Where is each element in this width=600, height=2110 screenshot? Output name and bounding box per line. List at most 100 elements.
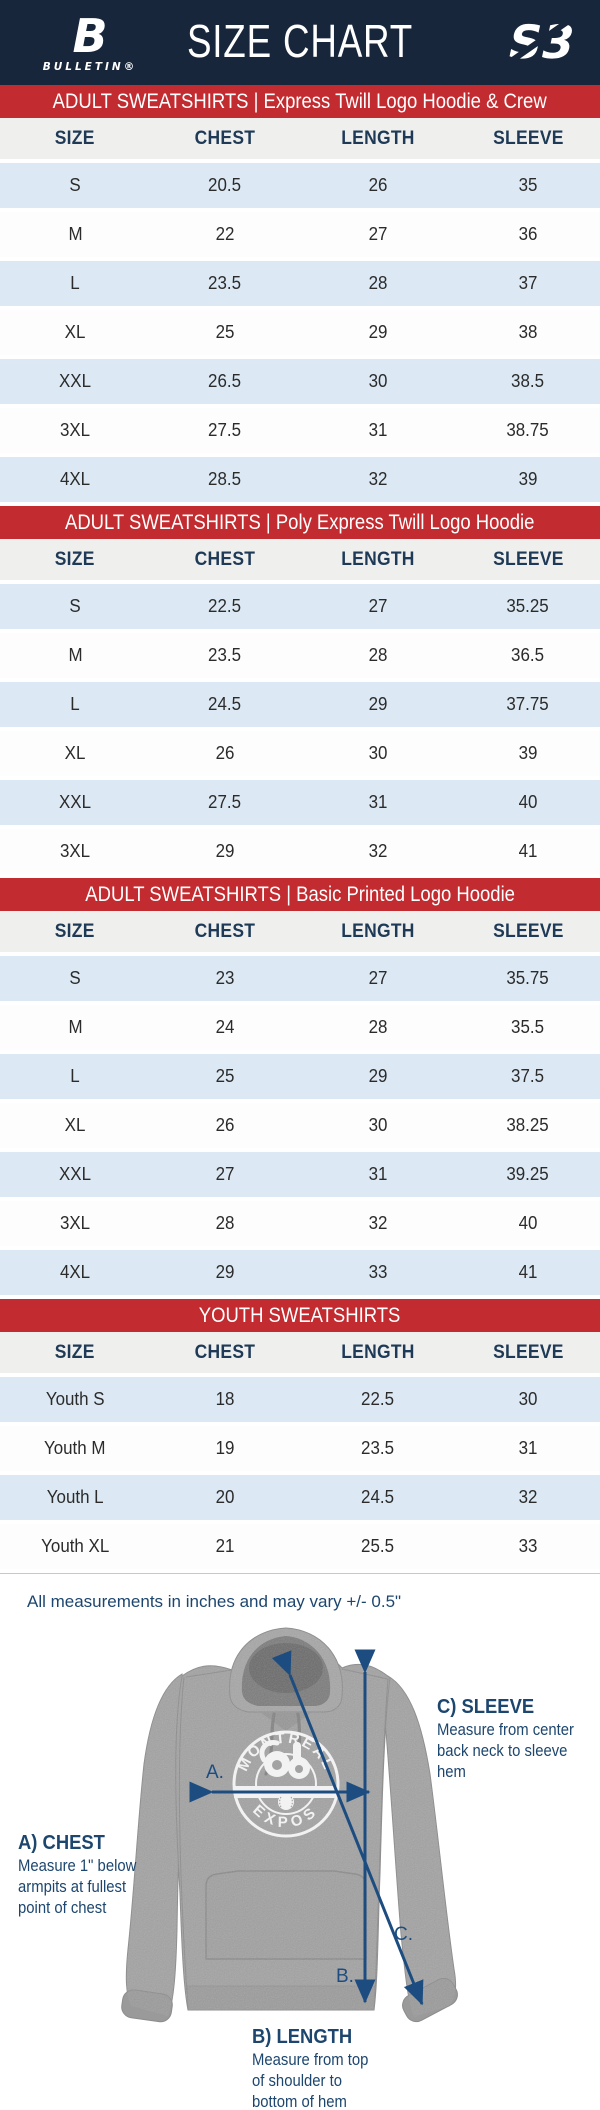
column-header-label: SIZE — [55, 920, 95, 942]
sleeve-cell: 41 — [456, 841, 600, 862]
table-row: XXL 27.5 31 40 — [0, 780, 600, 829]
cell-value: XXL — [59, 1164, 91, 1184]
sleeve-cell: 35.75 — [456, 968, 600, 989]
page-title: SIZE CHART — [186, 15, 414, 67]
column-header-label: SIZE — [55, 127, 95, 149]
chest-cell: 29 — [150, 841, 300, 862]
column-header-chest: CHEST — [150, 921, 300, 943]
sleeve-arrow — [271, 1650, 424, 2006]
size-cell: S — [0, 968, 150, 989]
column-header-size: SIZE — [0, 549, 150, 571]
length-cell: 27 — [300, 224, 456, 245]
chest-label-desc: Measure 1" below armpits at fullest poin… — [18, 1857, 137, 1917]
sleeve-arrow-marker: C. — [394, 1924, 413, 1945]
cell-value: 37 — [518, 273, 538, 293]
column-header-label: SLEEVE — [492, 920, 564, 942]
column-header-label: SLEEVE — [492, 1341, 564, 1363]
cell-value: 35 — [518, 175, 538, 195]
chest-cell: 20.5 — [150, 175, 300, 196]
cell-value: XL — [64, 322, 86, 342]
sleeve-cell: 40 — [456, 792, 600, 813]
size-cell: M — [0, 645, 150, 666]
sleeve-cell: 35.5 — [456, 1017, 600, 1038]
table-header-row: SIZE CHEST LENGTH SLEEVE — [0, 1332, 600, 1377]
column-header-label: SLEEVE — [492, 127, 564, 149]
cell-value: 41 — [518, 841, 538, 861]
sleeve-cell: 33 — [456, 1536, 600, 1557]
column-header-label: LENGTH — [341, 920, 415, 942]
column-header-length: LENGTH — [300, 128, 456, 150]
cell-value: 31 — [368, 792, 388, 812]
cell-value: 23.5 — [361, 1438, 395, 1458]
size-table-adult-express: S 20.5 26 35 M 22 27 36 L 23.5 28 37 XL 25 29 38 XXL 26.5… — [0, 163, 600, 506]
length-cell: 30 — [300, 371, 456, 392]
size-table-adult-basic: S 23 27 35.75 M 24 28 35.5 L 25 29 37.5 XL 26 30 38.25 X… — [0, 956, 600, 1299]
column-header-sleeve: SLEEVE — [456, 549, 600, 571]
column-header-label: CHEST — [194, 548, 256, 570]
size-cell: 4XL — [0, 1262, 150, 1283]
table-row: 3XL 28 32 40 — [0, 1201, 600, 1250]
cell-value: M — [67, 645, 83, 665]
cell-value: 26 — [215, 1115, 235, 1135]
cell-value: 32 — [368, 841, 388, 861]
cell-value: 25 — [215, 322, 235, 342]
chest-cell: 24.5 — [150, 694, 300, 715]
chest-cell: 28.5 — [150, 469, 300, 490]
sleeve-label-desc: Measure from center back neck to sleeve … — [437, 1721, 575, 1781]
size-cell: Youth S — [0, 1389, 150, 1410]
cell-value: 19 — [215, 1438, 235, 1458]
table-row: M 23.5 28 36.5 — [0, 633, 600, 682]
cell-value: Youth M — [44, 1438, 106, 1458]
cell-value: 24.5 — [208, 694, 242, 714]
cell-value: 25.5 — [361, 1536, 395, 1556]
column-header-label: CHEST — [194, 127, 256, 149]
column-header-label: CHEST — [194, 1341, 256, 1363]
cell-value: 26.5 — [208, 371, 242, 391]
length-cell: 29 — [300, 1066, 456, 1087]
chest-label-title: A) CHEST — [18, 1832, 105, 1854]
length-cell: 31 — [300, 420, 456, 441]
cell-value: L — [70, 1066, 80, 1086]
chest-cell: 27.5 — [150, 420, 300, 441]
sleeve-cell: 39 — [456, 743, 600, 764]
column-header-size: SIZE — [0, 1342, 150, 1364]
bulletin-b-letter: B — [72, 9, 107, 63]
cell-value: S — [69, 968, 81, 988]
chest-cell: 27 — [150, 1164, 300, 1185]
cell-value: 28 — [368, 273, 388, 293]
cell-value: 27.5 — [208, 792, 242, 812]
table-row: XXL 26.5 30 38.5 — [0, 359, 600, 408]
length-label-block: B) LENGTH Measure from top of shoulder t… — [252, 2024, 387, 2110]
chest-cell: 28 — [150, 1213, 300, 1234]
cell-value: 22 — [215, 224, 235, 244]
cell-value: 22.5 — [208, 596, 242, 616]
table-header-row: SIZE CHEST LENGTH SLEEVE — [0, 539, 600, 584]
length-cell: 25.5 — [300, 1536, 456, 1557]
table-row: Youth L 20 24.5 32 — [0, 1475, 600, 1524]
size-cell: M — [0, 1017, 150, 1038]
table-row: XL 25 29 38 — [0, 310, 600, 359]
sleeve-cell: 40 — [456, 1213, 600, 1234]
cell-value: XXL — [59, 792, 91, 812]
chest-cell: 26 — [150, 743, 300, 764]
sleeve-cell: 38.75 — [456, 420, 600, 441]
cell-value: 37.75 — [506, 694, 550, 714]
length-cell: 33 — [300, 1262, 456, 1283]
sleeve-cell: 37.75 — [456, 694, 600, 715]
length-cell: 29 — [300, 694, 456, 715]
size-cell: XL — [0, 1115, 150, 1136]
column-header-size: SIZE — [0, 921, 150, 943]
measurement-section: MONTREAL EXPOS All measurements in i — [0, 1573, 600, 2110]
cell-value: 38.75 — [506, 420, 550, 440]
cell-value: 26 — [215, 743, 235, 763]
cell-value: 23 — [215, 968, 235, 988]
length-cell: 29 — [300, 322, 456, 343]
size-cell: L — [0, 694, 150, 715]
chest-cell: 22 — [150, 224, 300, 245]
chest-label-block: A) CHEST Measure 1" below armpits at ful… — [18, 1830, 153, 1919]
cell-value: 18 — [215, 1389, 235, 1409]
sleeve-cell: 37.5 — [456, 1066, 600, 1087]
column-header-chest: CHEST — [150, 1342, 300, 1364]
table-row: L 23.5 28 37 — [0, 261, 600, 310]
